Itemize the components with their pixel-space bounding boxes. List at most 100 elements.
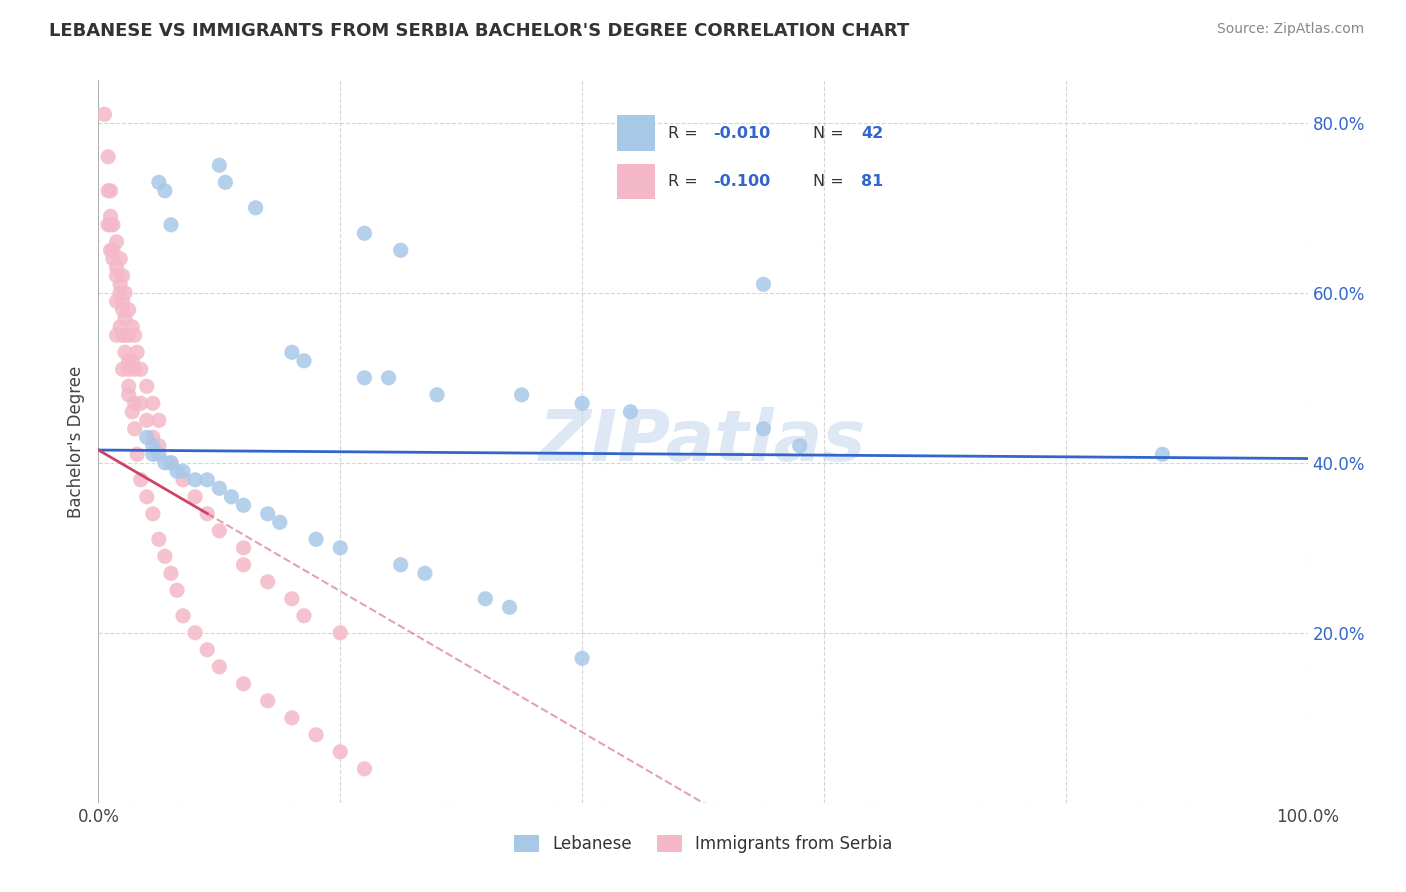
Point: [97, 150, 120, 164]
Point: [97, 218, 120, 232]
Point: [129, 362, 152, 376]
Point: [353, 371, 375, 385]
Point: [208, 524, 231, 538]
Point: [100, 184, 122, 198]
Point: [121, 405, 143, 419]
Point: [118, 388, 141, 402]
Point: [114, 345, 136, 359]
Point: [142, 447, 165, 461]
Point: [232, 677, 254, 691]
Point: [498, 600, 520, 615]
Point: [118, 353, 141, 368]
Point: [353, 227, 375, 241]
Point: [305, 533, 328, 547]
Point: [108, 277, 131, 292]
Point: [166, 464, 188, 478]
Point: [256, 507, 278, 521]
Point: [153, 456, 176, 470]
Point: [111, 302, 134, 317]
Point: [389, 558, 412, 572]
Point: [111, 328, 134, 343]
Point: [752, 277, 775, 292]
Point: [172, 473, 194, 487]
Point: [292, 353, 315, 368]
Point: [619, 405, 641, 419]
Point: [142, 430, 165, 444]
Point: [148, 439, 170, 453]
Point: [108, 285, 131, 300]
Point: [129, 473, 152, 487]
Point: [148, 175, 170, 189]
Point: [124, 362, 146, 376]
Point: [153, 184, 176, 198]
Point: [148, 413, 170, 427]
Point: [148, 447, 170, 461]
Point: [160, 218, 183, 232]
Point: [118, 379, 141, 393]
Point: [789, 439, 811, 453]
Point: [208, 158, 231, 172]
Point: [232, 558, 254, 572]
Point: [100, 209, 122, 223]
Point: [105, 260, 128, 275]
Point: [108, 319, 131, 334]
Point: [389, 244, 412, 258]
Point: [153, 549, 176, 564]
Point: [160, 566, 183, 581]
Point: [160, 456, 183, 470]
Point: [124, 422, 146, 436]
Point: [195, 473, 218, 487]
Point: [100, 218, 122, 232]
Point: [510, 388, 533, 402]
Point: [135, 413, 157, 427]
Point: [160, 456, 183, 470]
Point: [184, 490, 207, 504]
Point: [281, 711, 304, 725]
Point: [413, 566, 436, 581]
Point: [142, 507, 165, 521]
Legend: Lebanese, Immigrants from Serbia: Lebanese, Immigrants from Serbia: [508, 828, 898, 860]
Point: [135, 379, 157, 393]
Point: [208, 660, 231, 674]
Text: LEBANESE VS IMMIGRANTS FROM SERBIA BACHELOR'S DEGREE CORRELATION CHART: LEBANESE VS IMMIGRANTS FROM SERBIA BACHE…: [49, 22, 910, 40]
Point: [1152, 447, 1174, 461]
Point: [93, 107, 115, 121]
Point: [208, 481, 231, 495]
Point: [148, 533, 170, 547]
Point: [571, 396, 593, 410]
Point: [111, 362, 134, 376]
Point: [111, 294, 134, 309]
Point: [195, 507, 218, 521]
Point: [571, 651, 593, 665]
Point: [135, 490, 157, 504]
Point: [118, 362, 141, 376]
Point: [377, 371, 399, 385]
Point: [305, 728, 328, 742]
Point: [195, 642, 218, 657]
Point: [105, 328, 128, 343]
Point: [752, 422, 775, 436]
Point: [100, 244, 122, 258]
Point: [121, 319, 143, 334]
Point: [221, 490, 243, 504]
Point: [232, 498, 254, 512]
Point: [281, 345, 304, 359]
Text: ZIPatlas: ZIPatlas: [540, 407, 866, 476]
Point: [245, 201, 267, 215]
Point: [105, 294, 128, 309]
Point: [184, 625, 207, 640]
Point: [105, 268, 128, 283]
Point: [474, 591, 496, 606]
Point: [142, 439, 165, 453]
Point: [232, 541, 254, 555]
Point: [111, 268, 134, 283]
Point: [124, 328, 146, 343]
Point: [114, 328, 136, 343]
Point: [281, 591, 304, 606]
Text: Source: ZipAtlas.com: Source: ZipAtlas.com: [1216, 22, 1364, 37]
Point: [166, 583, 188, 598]
Point: [292, 608, 315, 623]
Point: [114, 311, 136, 326]
Point: [97, 184, 120, 198]
Point: [114, 285, 136, 300]
